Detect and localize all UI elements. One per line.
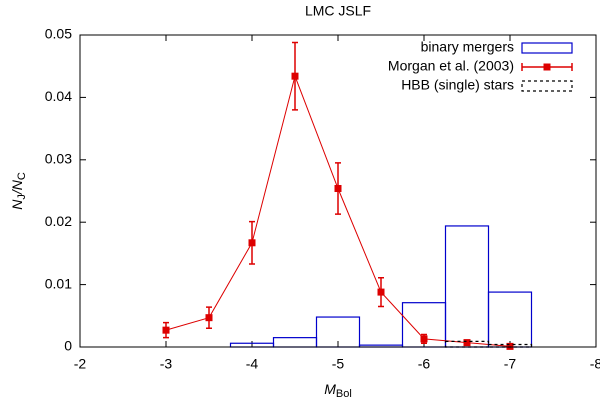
x-label-main: M — [324, 381, 336, 397]
legend-label: binary mergers — [421, 39, 514, 55]
x-axis-label: MBol — [324, 381, 352, 400]
marker — [506, 342, 514, 350]
marker — [463, 339, 471, 347]
y-tick-label: 0.05 — [45, 26, 72, 42]
legend-swatch — [521, 80, 573, 92]
hist-bar — [272, 337, 318, 348]
marker — [205, 314, 213, 322]
marker — [248, 239, 256, 247]
y-tick-label: 0.01 — [45, 275, 72, 291]
legend-marker — [543, 63, 551, 71]
x-tick-label: -8 — [590, 356, 600, 372]
marker — [377, 288, 385, 296]
legend-label: Morgan et al. (2003) — [388, 58, 514, 74]
y-label-sub2: C — [16, 172, 28, 180]
marker — [420, 335, 428, 343]
x-label-sub: Bol — [336, 388, 352, 400]
y-label-n: N — [9, 199, 25, 210]
x-tick-label: -3 — [160, 356, 173, 372]
x-tick-label: -7 — [504, 356, 517, 372]
y-tick-label: 0 — [64, 338, 72, 354]
hist-bar — [444, 225, 490, 348]
legend-swatch — [521, 42, 573, 54]
y-label-n2: /N — [9, 179, 25, 195]
chart-title: LMC JSLF — [305, 3, 371, 19]
x-tick-label: -5 — [332, 356, 345, 372]
y-tick-label: 0.04 — [45, 88, 72, 104]
hist-bar — [487, 291, 533, 348]
y-tick-label: 0.02 — [45, 213, 72, 229]
x-tick-label: -4 — [246, 356, 259, 372]
marker — [162, 326, 170, 334]
marker — [291, 72, 299, 80]
legend-label: HBB (single) stars — [401, 77, 514, 93]
y-label-sub: J — [16, 194, 28, 200]
x-tick-label: -2 — [74, 356, 87, 372]
x-tick-label: -6 — [418, 356, 431, 372]
y-axis-label: NJ/NC — [9, 172, 28, 210]
y-tick-label: 0.03 — [45, 151, 72, 167]
legend-caps — [521, 63, 573, 71]
marker — [334, 185, 342, 193]
plot-frame — [79, 34, 597, 348]
